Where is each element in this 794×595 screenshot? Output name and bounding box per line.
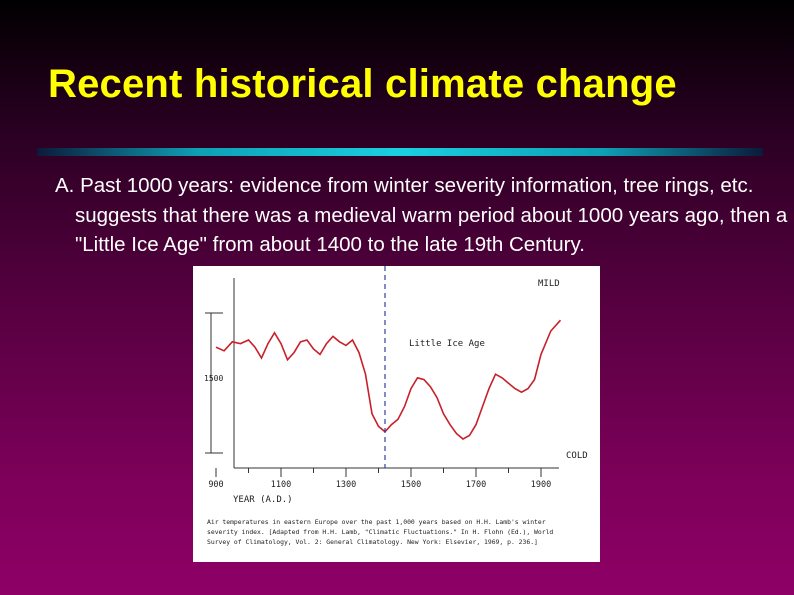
climate-chart: 900 1100 1300 1500 1700 1900 Little Ice Age M… — [204, 266, 588, 546]
caption-line-3: Survey of Climatology, Vol. 2: General C… — [207, 538, 538, 546]
cold-label: COLD — [566, 451, 588, 461]
slide-body-text: A. Past 1000 years: evidence from winter… — [55, 174, 788, 256]
x-tick-label: 1500 — [401, 480, 421, 490]
y-marker-label: 1500 — [204, 374, 223, 383]
x-tick-label: 900 — [208, 480, 223, 490]
x-tick-label: 1700 — [466, 480, 486, 490]
caption-line-1: Air temperatures in eastern Europe over … — [207, 518, 546, 526]
climate-figure: 900 1100 1300 1500 1700 1900 Little Ice Age M… — [193, 266, 600, 562]
x-axis-label: YEAR (A.D.) — [233, 495, 293, 505]
slide-title: Recent historical climate change — [48, 62, 677, 106]
x-tick-label: 1300 — [336, 480, 356, 490]
title-divider — [37, 148, 763, 156]
x-tick-label: 1900 — [531, 480, 551, 490]
little-ice-age-label: Little Ice Age — [409, 339, 485, 349]
mild-label: MILD — [538, 279, 560, 289]
temperature-series-line — [215, 319, 562, 440]
x-tick-label: 1100 — [271, 480, 291, 490]
caption-line-2: severity index. [Adapted from H.H. Lamb,… — [207, 528, 553, 536]
